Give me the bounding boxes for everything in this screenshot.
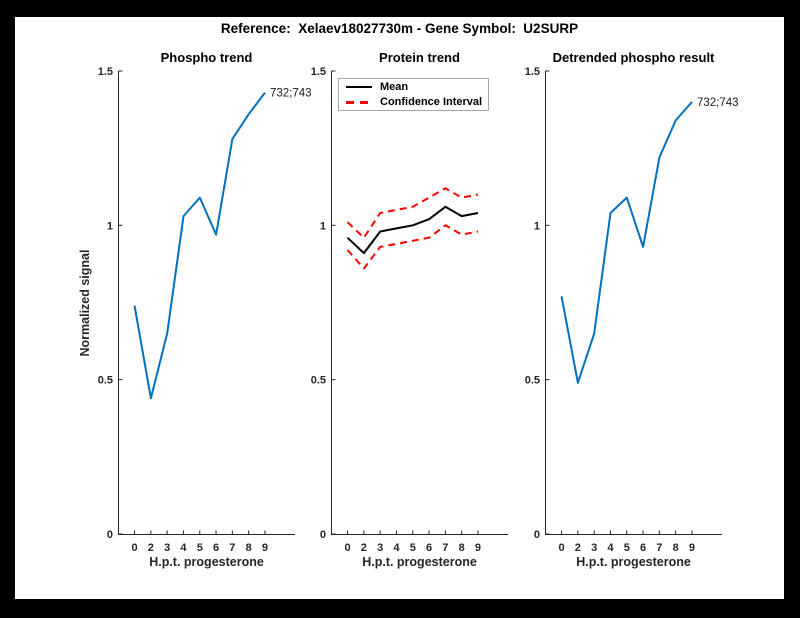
y-tick-label: 0.5 (311, 375, 326, 387)
endpoint-label: 732;743 (697, 97, 739, 109)
x-tick-label: 9 (475, 542, 481, 554)
y-tick-label: 1.5 (98, 66, 113, 78)
x-tick-label: 9 (689, 542, 695, 554)
x-tick-label: 3 (164, 542, 170, 554)
series-line-detrended-phospho-signal (560, 101, 693, 384)
x-axis-label-protein: H.p.t. progesterone (362, 555, 477, 569)
x-axis-label-detrended: H.p.t. progesterone (576, 555, 691, 569)
x-tick-label: 3 (377, 542, 383, 554)
y-tick-label: 1.5 (311, 66, 326, 78)
y-tick-label: 1 (320, 220, 326, 232)
series-line-mean (346, 205, 479, 255)
x-tick-label: 7 (229, 542, 235, 554)
y-tick-label: 0 (534, 529, 540, 541)
series-line-phospho-signal (133, 91, 266, 400)
confidence-interval-line-swatch (346, 100, 372, 104)
x-tick-label: 2 (148, 542, 154, 554)
legend-row-ci: Confidence Interval (346, 96, 488, 108)
x-tick-label: 6 (426, 542, 432, 554)
x-tick-label: 5 (197, 542, 203, 554)
x-tick-label: 4 (180, 542, 187, 554)
subplot-title-protein: Protein trend (379, 50, 460, 65)
x-tick-label: 2 (361, 542, 367, 554)
y-tick-label: 1 (534, 220, 540, 232)
x-axis-label-phospho: H.p.t. progesterone (149, 555, 264, 569)
y-tick-label: 0.5 (98, 375, 113, 387)
subplot-title-detrended: Detrended phospho result (552, 50, 715, 65)
y-tick-label: 0.5 (525, 375, 540, 387)
mean-line-swatch (346, 85, 372, 89)
x-tick-label: 6 (213, 542, 219, 554)
figure-title: Reference: Xelaev18027730m - Gene Symbol… (220, 21, 579, 36)
subplot-title-phospho: Phospho trend (160, 50, 253, 65)
legend: Mean Confidence Interval (338, 78, 489, 111)
x-tick-label: 4 (607, 542, 614, 554)
x-tick-label: 3 (591, 542, 597, 554)
x-tick-label: 0 (344, 542, 350, 554)
y-tick-label: 0 (107, 529, 113, 541)
series-line-confidence-interval-upper (346, 187, 479, 239)
x-tick-label: 7 (656, 542, 662, 554)
protein-plot-area: 0 2 3 4 5 6 7 8 900.511.5 (311, 66, 508, 554)
x-tick-label: 8 (459, 542, 465, 554)
matlab-figure: Reference: Xelaev18027730m - Gene Symbol… (15, 17, 784, 599)
series-line-confidence-interval-lower (346, 224, 479, 270)
x-tick-label: 8 (246, 542, 252, 554)
x-tick-label: 8 (673, 542, 679, 554)
legend-label-ci: Confidence Interval (380, 96, 483, 108)
x-tick-label: 9 (262, 542, 268, 554)
x-tick-label: 5 (410, 542, 416, 554)
x-tick-label: 7 (442, 542, 448, 554)
legend-row-mean: Mean (346, 81, 488, 93)
x-tick-label: 4 (393, 542, 400, 554)
y-tick-label: 1.5 (525, 66, 540, 78)
endpoint-label: 732;743 (270, 88, 312, 100)
x-tick-label: 0 (558, 542, 564, 554)
x-tick-label: 2 (575, 542, 581, 554)
x-tick-label: 6 (640, 542, 646, 554)
y-tick-label: 1 (107, 220, 113, 232)
legend-label-mean: Mean (380, 81, 409, 93)
y-tick-label: 0 (320, 529, 326, 541)
x-tick-label: 0 (131, 542, 137, 554)
x-tick-label: 5 (624, 542, 630, 554)
